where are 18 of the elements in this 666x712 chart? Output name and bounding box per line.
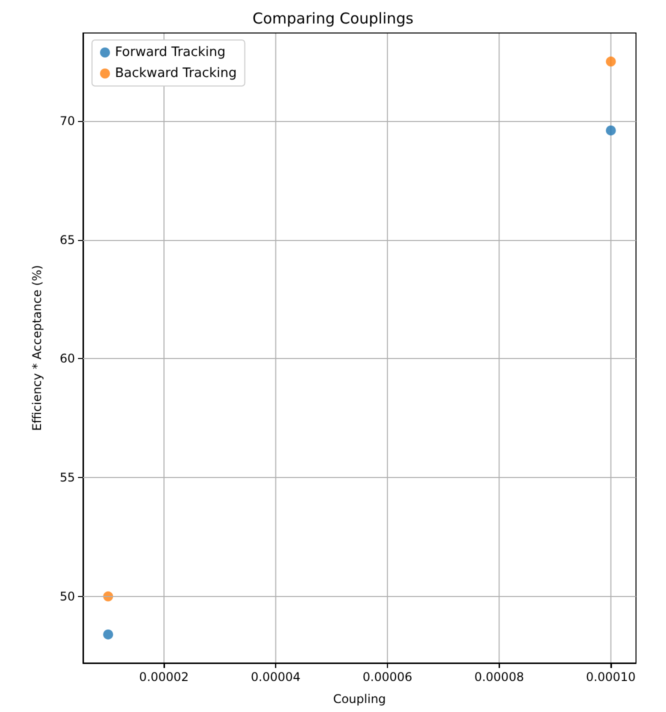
- legend-label: Backward Tracking: [115, 66, 237, 81]
- y-tick-label: 70: [60, 114, 75, 128]
- y-tick-label: 60: [60, 352, 75, 366]
- chart-title: Comparing Couplings: [252, 10, 414, 28]
- x-tick-label: 0.00010: [586, 670, 636, 684]
- x-tick-label: 0.00002: [139, 670, 189, 684]
- point: [606, 125, 616, 136]
- x-tick-label: 0.00004: [250, 670, 301, 684]
- point: [103, 629, 114, 640]
- point: [606, 56, 616, 67]
- y-tick-label: 50: [60, 589, 75, 604]
- x-tick-label: 0.00008: [474, 670, 524, 684]
- y-tick-label: 65: [60, 232, 75, 247]
- x-tick-label: 0.00006: [362, 670, 412, 684]
- legend-label: Forward Tracking: [115, 45, 226, 60]
- y-tick-label: 55: [60, 470, 75, 485]
- y-axis-title: Efficiency * Acceptance (%): [30, 265, 44, 431]
- x-axis-title: Coupling: [333, 692, 386, 706]
